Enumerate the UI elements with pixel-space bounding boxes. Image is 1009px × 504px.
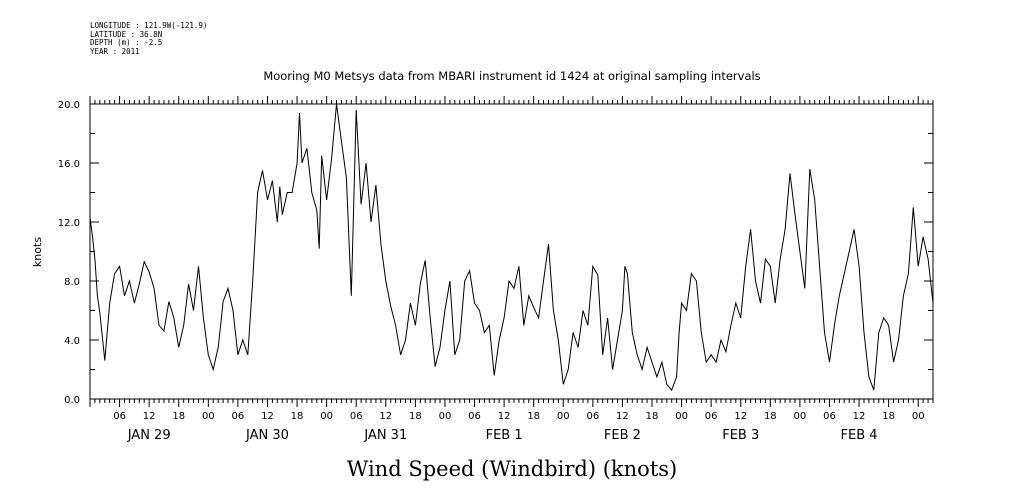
x-date-label: FEB 2 [604,428,641,443]
x-hour-tick-label: 18 [527,411,540,422]
x-axis-title: Wind Speed (Windbird) (knots) [347,457,677,481]
x-hour-tick-label: 06 [232,411,245,422]
y-tick-label: 8.0 [64,277,80,288]
x-axis: 06 12 18 00 06 12 18 00 06 12 18 00 06 12 18 00 06 12 18 00… [89,96,934,443]
x-hour-tick-label: 06 [468,411,481,422]
x-hour-tick-label: 06 [705,411,718,422]
x-hour-tick-label: 00 [912,411,925,422]
x-date-label: FEB 4 [841,428,878,443]
depth-text: DEPTH (m) : -2.5 [90,38,163,48]
x-date-label: FEB 3 [722,428,759,443]
x-hour-tick-label: 00 [557,411,570,422]
x-hour-tick-label: 18 [646,411,659,422]
x-hour-tick-label: 00 [320,411,333,422]
x-date-label: JAN 30 [245,428,289,443]
y-tick-label: 0.0 [64,395,80,406]
wind-speed-series-line [89,103,934,392]
x-hour-tick-label: 18 [409,411,422,422]
x-hour-tick-label: 12 [498,411,511,422]
x-hour-tick-label: 12 [379,411,392,422]
x-hour-tick-label: 00 [675,411,688,422]
x-hour-tick-label: 00 [202,411,215,422]
year-text: YEAR : 2011 [90,46,140,56]
x-hour-tick-label: 12 [143,411,156,422]
x-date-label: JAN 29 [127,428,171,443]
x-hour-tick-label: 18 [764,411,777,422]
x-hour-tick-label: 12 [616,411,629,422]
x-hour-tick-label: 12 [261,411,274,422]
y-tick-label: 16.0 [58,159,80,170]
mooring-metadata: LONGITUDE : 121.9W(-121.9) LATITUDE : 36… [90,21,208,56]
y-tick-label: 12.0 [58,218,80,229]
y-tick-label: 4.0 [64,336,80,347]
y-axis-label: knots [31,237,44,267]
x-hour-tick-label: 18 [172,411,185,422]
chart-title: Mooring M0 Metsys data from MBARI instru… [263,69,760,83]
x-hour-tick-label: 18 [882,411,895,422]
x-hour-tick-label: 00 [794,411,807,422]
x-hour-tick-label: 06 [113,411,126,422]
x-hour-tick-label: 06 [350,411,363,422]
longitude-text: LONGITUDE : 121.9W(-121.9) [90,21,208,30]
y-tick-label: 20.0 [58,100,80,111]
x-hour-tick-label: 12 [734,411,747,422]
x-hour-tick-label: 06 [823,411,836,422]
x-hour-tick-label: 12 [853,411,866,422]
x-hour-tick-label: 00 [439,411,452,422]
x-date-label: FEB 1 [486,428,523,443]
y-axis: 0.0 4.0 8.0 12.0 16.0 20.0 [58,100,933,406]
x-hour-tick-label: 06 [586,411,599,422]
latitude-text: LATITUDE : 36.8N [90,29,163,39]
x-date-label: JAN 31 [363,428,407,443]
x-hour-tick-label: 18 [291,411,304,422]
